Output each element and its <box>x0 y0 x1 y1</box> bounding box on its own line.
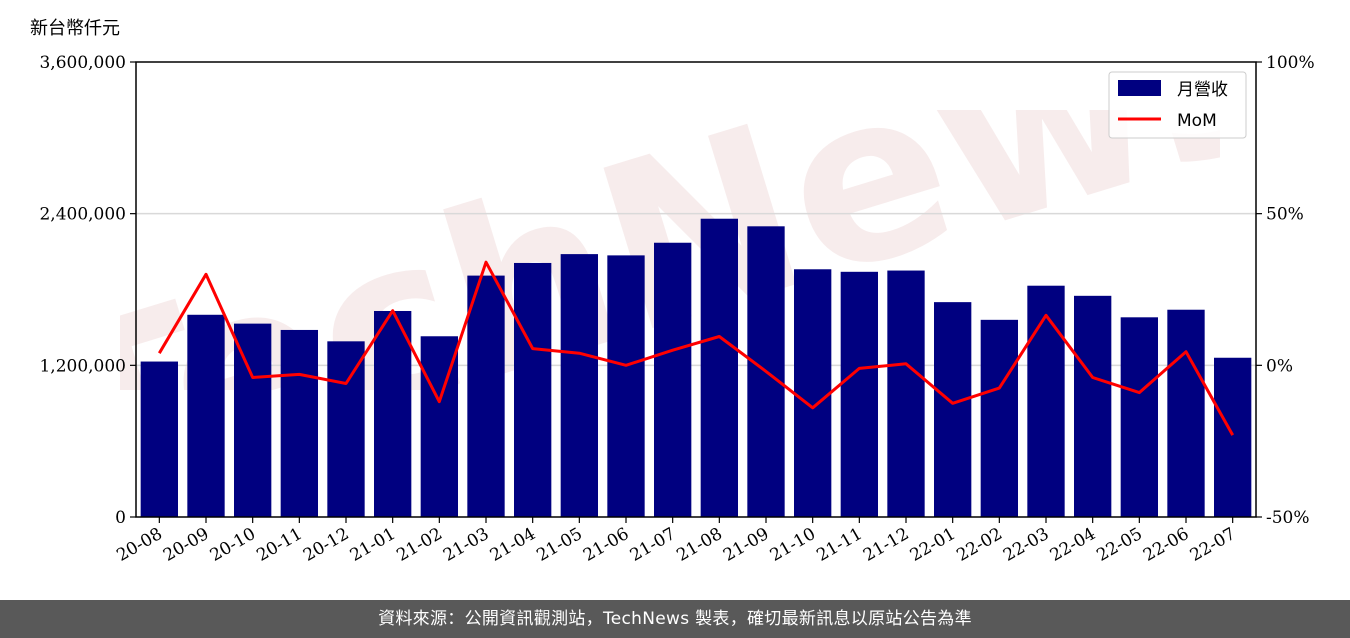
xtick-label: 21-03 <box>440 524 492 566</box>
xtick-label: 21-05 <box>533 524 585 566</box>
xtick-label: 20-09 <box>160 524 212 566</box>
xtick-label: 21-02 <box>393 524 445 566</box>
y2tick-label: 0% <box>1266 356 1293 376</box>
xtick-label: 21-09 <box>720 524 772 566</box>
xtick-label: 20-10 <box>207 524 259 566</box>
xtick-label: 21-10 <box>767 524 819 566</box>
x-axis-ticks: 20-0820-0920-1020-1120-1221-0121-0221-03… <box>113 517 1239 566</box>
xtick-label: 22-06 <box>1140 524 1192 566</box>
bar-21-08 <box>700 218 738 517</box>
bar-21-03 <box>467 275 505 517</box>
bar-20-08 <box>140 361 178 517</box>
xtick-label: 20-11 <box>253 524 305 566</box>
bar-22-04 <box>1074 295 1112 517</box>
xtick-label: 21-07 <box>627 524 679 566</box>
source-footer: 資料來源：公開資訊觀測站，TechNews 製表，確切最新訊息以原站公告為準 <box>0 600 1350 638</box>
bar-21-11 <box>840 271 878 517</box>
grid-lines <box>136 212 1256 367</box>
xtick-label: 22-03 <box>1000 524 1052 566</box>
xtick-label: 20-12 <box>300 524 352 566</box>
bar-22-03 <box>1027 285 1065 517</box>
bar-21-04 <box>514 262 552 517</box>
revenue-chart: 0 1,200,000 2,400,000 3,600,000 -50% 0% 50% 10… <box>39 53 1315 566</box>
xtick-label: 22-05 <box>1093 524 1145 566</box>
bar-21-01 <box>374 310 412 517</box>
bar-22-02 <box>980 319 1018 517</box>
xtick-label: 22-01 <box>907 524 959 566</box>
bar-21-07 <box>654 242 692 517</box>
bar-22-05 <box>1120 317 1158 517</box>
xtick-label: 21-08 <box>673 524 725 566</box>
bar-20-12 <box>327 341 365 517</box>
xtick-label: 21-06 <box>580 524 632 566</box>
y2tick-label: 50% <box>1266 205 1304 225</box>
xtick-label: 22-04 <box>1047 524 1099 566</box>
right-axis-ticks: -50% 0% 50% 100% <box>1256 53 1315 528</box>
bar-21-05 <box>560 254 598 517</box>
bar-20-10 <box>234 323 272 517</box>
bar-series <box>140 218 1252 518</box>
plot-frame <box>135 61 1257 518</box>
ytick-label: 2,400,000 <box>39 205 126 225</box>
left-axis-ticks: 0 1,200,000 2,400,000 3,600,000 <box>39 53 136 528</box>
bar-21-06 <box>607 255 645 517</box>
mom-line <box>158 260 1235 436</box>
bar-20-09 <box>187 314 225 517</box>
y2tick-label: 100% <box>1266 53 1315 73</box>
ytick-label: 1,200,000 <box>39 356 126 376</box>
y2tick-label: -50% <box>1266 508 1310 528</box>
legend-swatch-bar <box>1118 80 1161 96</box>
bar-21-10 <box>794 269 832 517</box>
mom-line-series <box>158 260 1235 436</box>
xtick-label: 21-04 <box>487 524 539 566</box>
xtick-label: 21-11 <box>813 524 865 566</box>
bar-22-06 <box>1167 309 1205 517</box>
legend: 月營收 MoM <box>1108 71 1247 139</box>
legend-label-bar: 月營收 <box>1177 80 1228 100</box>
bar-22-07 <box>1214 357 1252 517</box>
y-axis-title: 新台幣仟元 <box>30 18 120 39</box>
ytick-label: 0 <box>115 508 126 528</box>
xtick-label: 20-08 <box>113 524 165 566</box>
ytick-label: 3,600,000 <box>39 53 126 73</box>
xtick-label: 21-12 <box>860 524 912 566</box>
bar-22-01 <box>934 302 972 517</box>
xtick-label: 21-01 <box>347 524 399 566</box>
xtick-label: 22-07 <box>1187 524 1239 566</box>
legend-label-line: MoM <box>1177 111 1217 131</box>
bar-20-11 <box>280 329 318 517</box>
xtick-label: 22-02 <box>953 524 1005 566</box>
bar-21-12 <box>887 270 925 517</box>
